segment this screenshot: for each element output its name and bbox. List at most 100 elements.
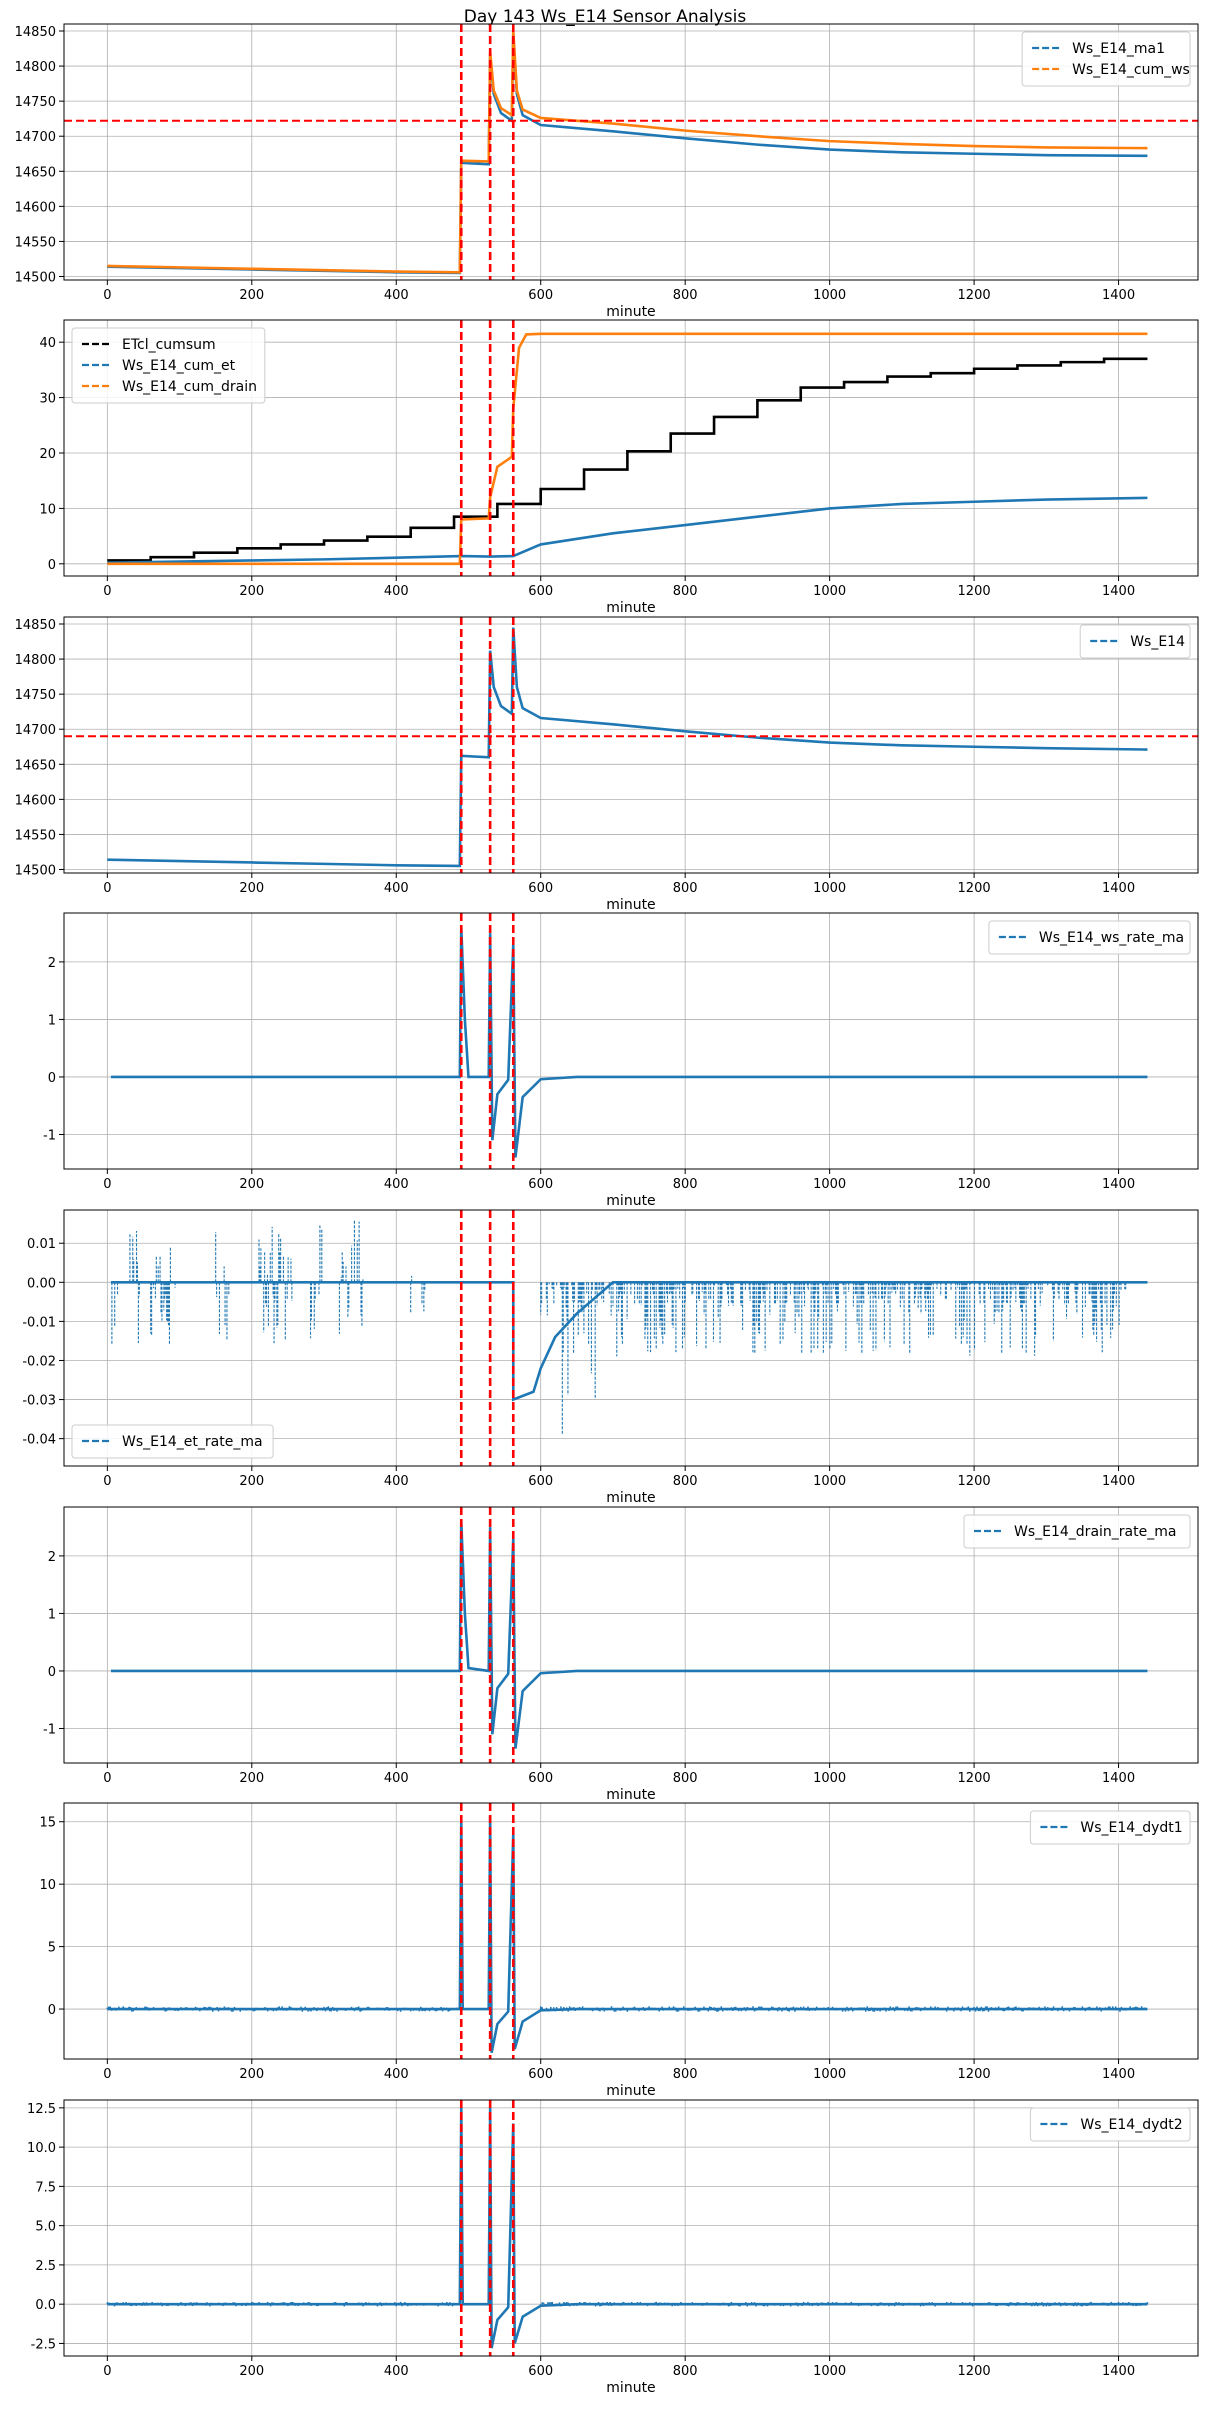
x-tick-label: 600 [528, 881, 553, 896]
legend-label: Ws_E14_cum_ws [1072, 62, 1190, 78]
chart-panel-5: 0 200 400 600 800 1000 1200 1400 -0.04 -0.03 -0.02… [22, 1209, 1199, 1506]
x-tick-label: 1200 [958, 1771, 991, 1786]
y-tick-label: 14700 [15, 130, 56, 145]
x-tick-label: 1000 [813, 1474, 846, 1489]
y-tick-label: 14750 [15, 95, 56, 110]
series-line-ETcl_cumsum [107, 357, 1148, 562]
y-tick-label: 14500 [15, 863, 56, 878]
y-tick-label: 14800 [15, 653, 56, 668]
y-tick-label: 14600 [15, 793, 56, 808]
axes-frame [63, 912, 1199, 1170]
x-tick-label: 400 [384, 1177, 409, 1192]
chart-panel-3: 0 200 400 600 800 1000 1200 1400 14500 14550 14600… [15, 616, 1199, 913]
series-line-Ws_E14_ma1 [107, 34, 1148, 275]
y-tick-label: 2 [48, 956, 56, 971]
plot-area [110, 1507, 1148, 1763]
legend-box [1029, 1810, 1191, 1845]
axes-frame [63, 319, 1199, 577]
x-tick-label: 200 [239, 584, 264, 599]
x-tick-label: 600 [528, 2067, 553, 2082]
series-line-Ws_E14_dydt1 [107, 1815, 1148, 2054]
axes-frame [63, 23, 1199, 281]
y-tick-label: 14850 [15, 618, 56, 633]
series-jitter [106, 2301, 1149, 2307]
x-axis-label: minute [606, 897, 655, 913]
x-tick-label: 200 [239, 881, 264, 896]
x-tick-label: 0 [103, 2067, 111, 2082]
legend-label: Ws_E14_cum_et [122, 358, 236, 374]
plot-area [106, 2100, 1149, 2356]
legend-label: Ws_E14 [1130, 634, 1185, 650]
legend: Ws_E14 [1079, 624, 1191, 659]
plot-area [110, 1210, 1148, 1466]
y-tick-label: 0.00 [27, 1276, 56, 1291]
x-tick-label: 1000 [813, 1771, 846, 1786]
x-axis-label: minute [606, 1490, 655, 1506]
x-tick-label: 400 [384, 2067, 409, 2082]
x-tick-label: 200 [239, 2364, 264, 2379]
x-tick-label: 400 [384, 881, 409, 896]
legend-box [1029, 2107, 1191, 2142]
y-tick-label: 40 [39, 336, 56, 351]
y-tick-label: 0.0 [35, 2298, 56, 2313]
legend: Ws_E14_dydt2 [1029, 2107, 1191, 2142]
x-tick-label: 800 [673, 1771, 698, 1786]
x-tick-label: 1000 [813, 1177, 846, 1192]
y-tick-label: 30 [39, 392, 56, 407]
x-axis-label: minute [606, 2083, 655, 2099]
axes-frame [63, 1802, 1199, 2060]
x-tick-label: 1200 [958, 1177, 991, 1192]
y-tick-label: 0.01 [27, 1237, 56, 1252]
x-tick-label: 600 [528, 288, 553, 303]
series-line-Ws_E14_ws_rate_ma [110, 927, 1148, 1158]
plot-area [64, 24, 1198, 280]
y-tick-label: 14650 [15, 165, 56, 180]
y-tick-label: 10 [39, 502, 56, 517]
legend: ETcl_cumsum Ws_E14_cum_et Ws_E14_cum_drain [71, 327, 266, 404]
y-tick-label: 20 [39, 447, 56, 462]
y-tick-label: 14600 [15, 200, 56, 215]
y-tick-label: 14750 [15, 688, 56, 703]
x-tick-label: 1400 [1102, 1474, 1135, 1489]
series-line-Ws_E14_dydt2 [107, 2107, 1148, 2349]
y-tick-label: 0 [48, 2003, 56, 2018]
plot-area [107, 320, 1148, 576]
x-tick-label: 600 [528, 1177, 553, 1192]
x-tick-label: 800 [673, 288, 698, 303]
y-tick-label: 14550 [15, 828, 56, 843]
legend-box [71, 1424, 274, 1459]
series-noise-Ws_E14_et_rate_ma [111, 1220, 1127, 1435]
x-tick-label: 800 [673, 1177, 698, 1192]
x-tick-label: 1400 [1102, 2364, 1135, 2379]
x-tick-label: 1400 [1102, 2067, 1135, 2082]
legend-box [988, 920, 1191, 955]
y-tick-label: 0 [48, 558, 56, 573]
legend: Ws_E14_ws_rate_ma [988, 920, 1191, 955]
y-tick-label: -0.03 [22, 1394, 56, 1409]
y-tick-label: 14700 [15, 723, 56, 738]
x-tick-label: 0 [103, 288, 111, 303]
y-tick-label: 0 [48, 1071, 56, 1086]
x-tick-label: 400 [384, 1771, 409, 1786]
series-line-Ws_E14 [107, 627, 1148, 868]
legend-box [1021, 31, 1191, 87]
x-tick-label: 1200 [958, 2364, 991, 2379]
x-tick-label: 1400 [1102, 288, 1135, 303]
chart-panel-8: 0 200 400 600 800 1000 1200 1400 -2.5 0.0 2.5 5.0 7.… [27, 2099, 1199, 2396]
x-tick-label: 800 [673, 881, 698, 896]
x-tick-label: 600 [528, 584, 553, 599]
x-tick-label: 1200 [958, 288, 991, 303]
chart-panel-6: 0 200 400 600 800 1000 1200 1400 -1 0 1 2 minute Ws_E… [43, 1506, 1199, 1803]
chart-panel-1: 0 200 400 600 800 1000 1200 1400 14500 14550 14600… [15, 23, 1199, 320]
axes-frame [63, 1209, 1199, 1467]
y-tick-label: 5.0 [35, 2220, 56, 2235]
x-tick-label: 800 [673, 2364, 698, 2379]
x-tick-label: 200 [239, 1474, 264, 1489]
x-tick-label: 0 [103, 1474, 111, 1489]
x-tick-label: 800 [673, 584, 698, 599]
y-tick-label: -2.5 [31, 2337, 56, 2352]
x-tick-label: 600 [528, 2364, 553, 2379]
x-tick-label: 1400 [1102, 584, 1135, 599]
x-tick-label: 600 [528, 1771, 553, 1786]
y-tick-label: 10.0 [27, 2141, 56, 2156]
